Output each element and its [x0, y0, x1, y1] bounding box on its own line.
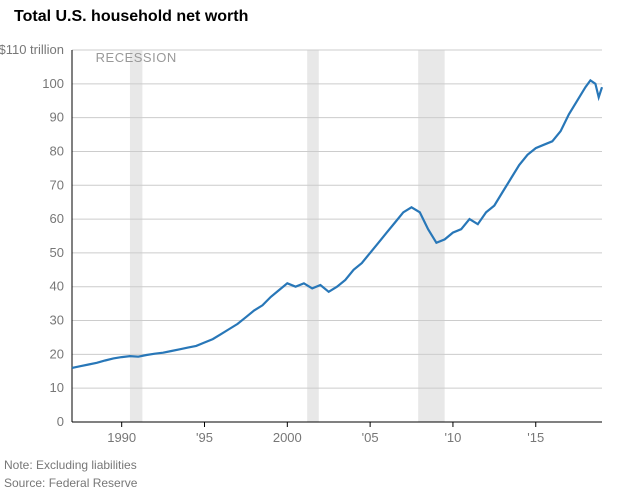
x-axis-label: 2000: [273, 430, 302, 445]
y-axis-label: 10: [50, 380, 64, 395]
y-axis-label: 100: [42, 76, 64, 91]
recession-band: [307, 50, 319, 422]
recession-band: [130, 50, 142, 422]
y-axis-label: 90: [50, 110, 64, 125]
y-axis-label: 40: [50, 279, 64, 294]
source-text: Source: Federal Reserve: [4, 474, 620, 492]
line-chart-svg: 0 10 20 30 40 50 60 70 80 90 100 $110 trillion 1990 '…: [0, 30, 620, 450]
y-axis-label: 20: [50, 346, 64, 361]
recession-label: RECESSION: [96, 50, 177, 65]
chart-area: 0 10 20 30 40 50 60 70 80 90 100 $110 trillion 1990 '…: [0, 30, 620, 450]
y-axis-label: $110 trillion: [0, 42, 64, 57]
data-line: [72, 80, 602, 368]
y-axis-label: 30: [50, 313, 64, 328]
y-axis-label: 80: [50, 143, 64, 158]
x-axis-label: '95: [196, 430, 213, 445]
chart-footer: Note: Excluding liabilities Source: Fede…: [0, 456, 620, 492]
y-axis-label: 70: [50, 177, 64, 192]
y-axis-label: 50: [50, 245, 64, 260]
x-axis-label: '15: [527, 430, 544, 445]
x-axis-label: '05: [362, 430, 379, 445]
x-axis-label: 1990: [107, 430, 136, 445]
y-axis-label: 0: [57, 414, 64, 429]
x-axis-label: '10: [444, 430, 461, 445]
chart-title: Total U.S. household net worth: [0, 0, 620, 30]
y-axis-label: 60: [50, 211, 64, 226]
note-text: Note: Excluding liabilities: [4, 456, 620, 474]
